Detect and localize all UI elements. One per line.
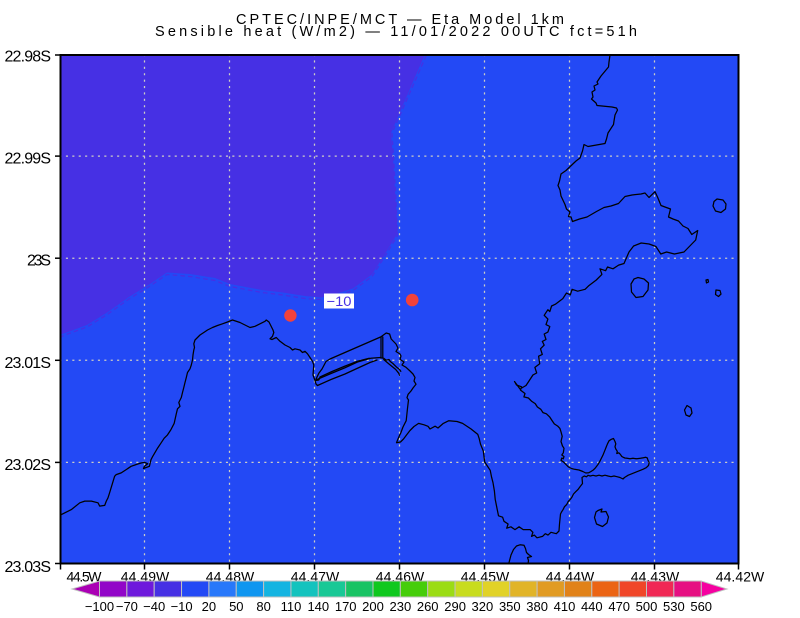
svg-text:320: 320 <box>472 599 494 614</box>
svg-text:470: 470 <box>608 599 630 614</box>
svg-text:20: 20 <box>202 599 216 614</box>
svg-text:23S: 23S <box>27 253 51 270</box>
svg-text:−10: −10 <box>327 293 352 309</box>
svg-text:44.42W: 44.42W <box>716 569 765 585</box>
svg-text:−70: −70 <box>116 599 138 614</box>
svg-text:110: 110 <box>281 599 302 614</box>
svg-text:50: 50 <box>229 599 243 614</box>
svg-text:23.03S: 23.03S <box>5 559 52 576</box>
svg-text:230: 230 <box>390 599 412 614</box>
svg-text:200: 200 <box>362 599 384 614</box>
svg-text:Sensible heat (W/m2) — 11/01/2: Sensible heat (W/m2) — 11/01/2022 00UTC … <box>155 24 637 40</box>
svg-text:290: 290 <box>444 599 466 614</box>
svg-text:22.99S: 22.99S <box>5 151 52 168</box>
svg-text:44.5W: 44.5W <box>67 569 103 585</box>
svg-text:260: 260 <box>417 599 439 614</box>
svg-text:560: 560 <box>690 599 712 614</box>
svg-text:−10: −10 <box>171 599 193 614</box>
svg-text:23.02S: 23.02S <box>5 457 52 474</box>
svg-text:−100: −100 <box>85 599 114 614</box>
svg-text:500: 500 <box>636 599 658 614</box>
svg-text:23.01S: 23.01S <box>5 355 52 372</box>
svg-text:350: 350 <box>499 599 521 614</box>
svg-text:80: 80 <box>256 599 270 614</box>
svg-text:380: 380 <box>526 599 548 614</box>
svg-text:440: 440 <box>581 599 603 614</box>
svg-text:22.98S: 22.98S <box>5 49 52 66</box>
svg-text:140: 140 <box>307 599 329 614</box>
svg-text:170: 170 <box>335 599 357 614</box>
svg-text:410: 410 <box>554 599 576 614</box>
svg-text:−40: −40 <box>143 599 165 614</box>
svg-text:530: 530 <box>663 599 685 614</box>
